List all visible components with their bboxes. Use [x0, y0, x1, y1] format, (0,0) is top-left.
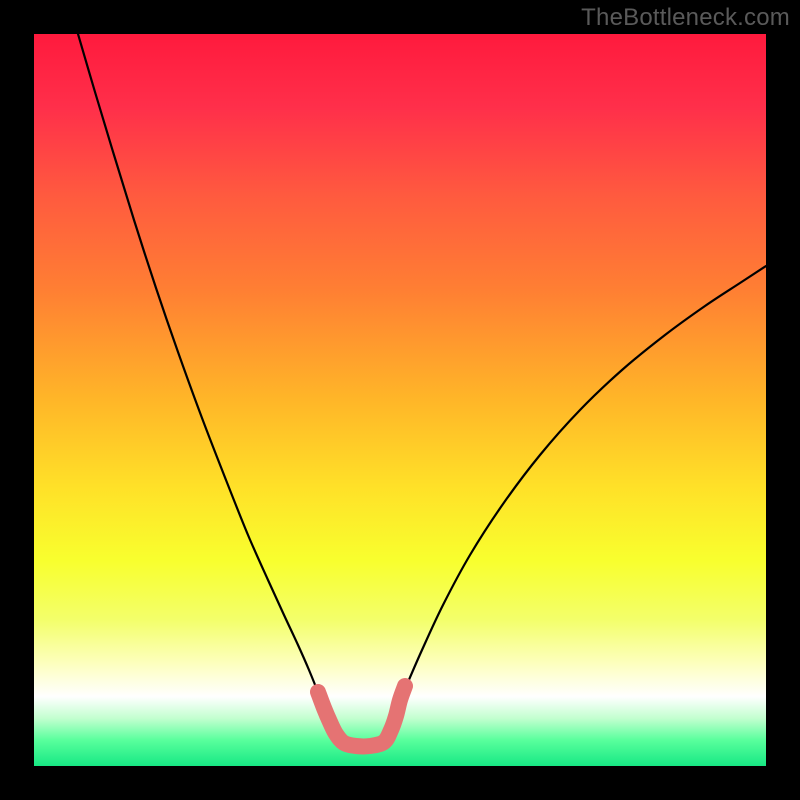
bottleneck-chart — [0, 0, 800, 800]
chart-container: TheBottleneck.com — [0, 0, 800, 800]
plot-area — [34, 34, 766, 766]
watermark-text: TheBottleneck.com — [581, 4, 790, 32]
